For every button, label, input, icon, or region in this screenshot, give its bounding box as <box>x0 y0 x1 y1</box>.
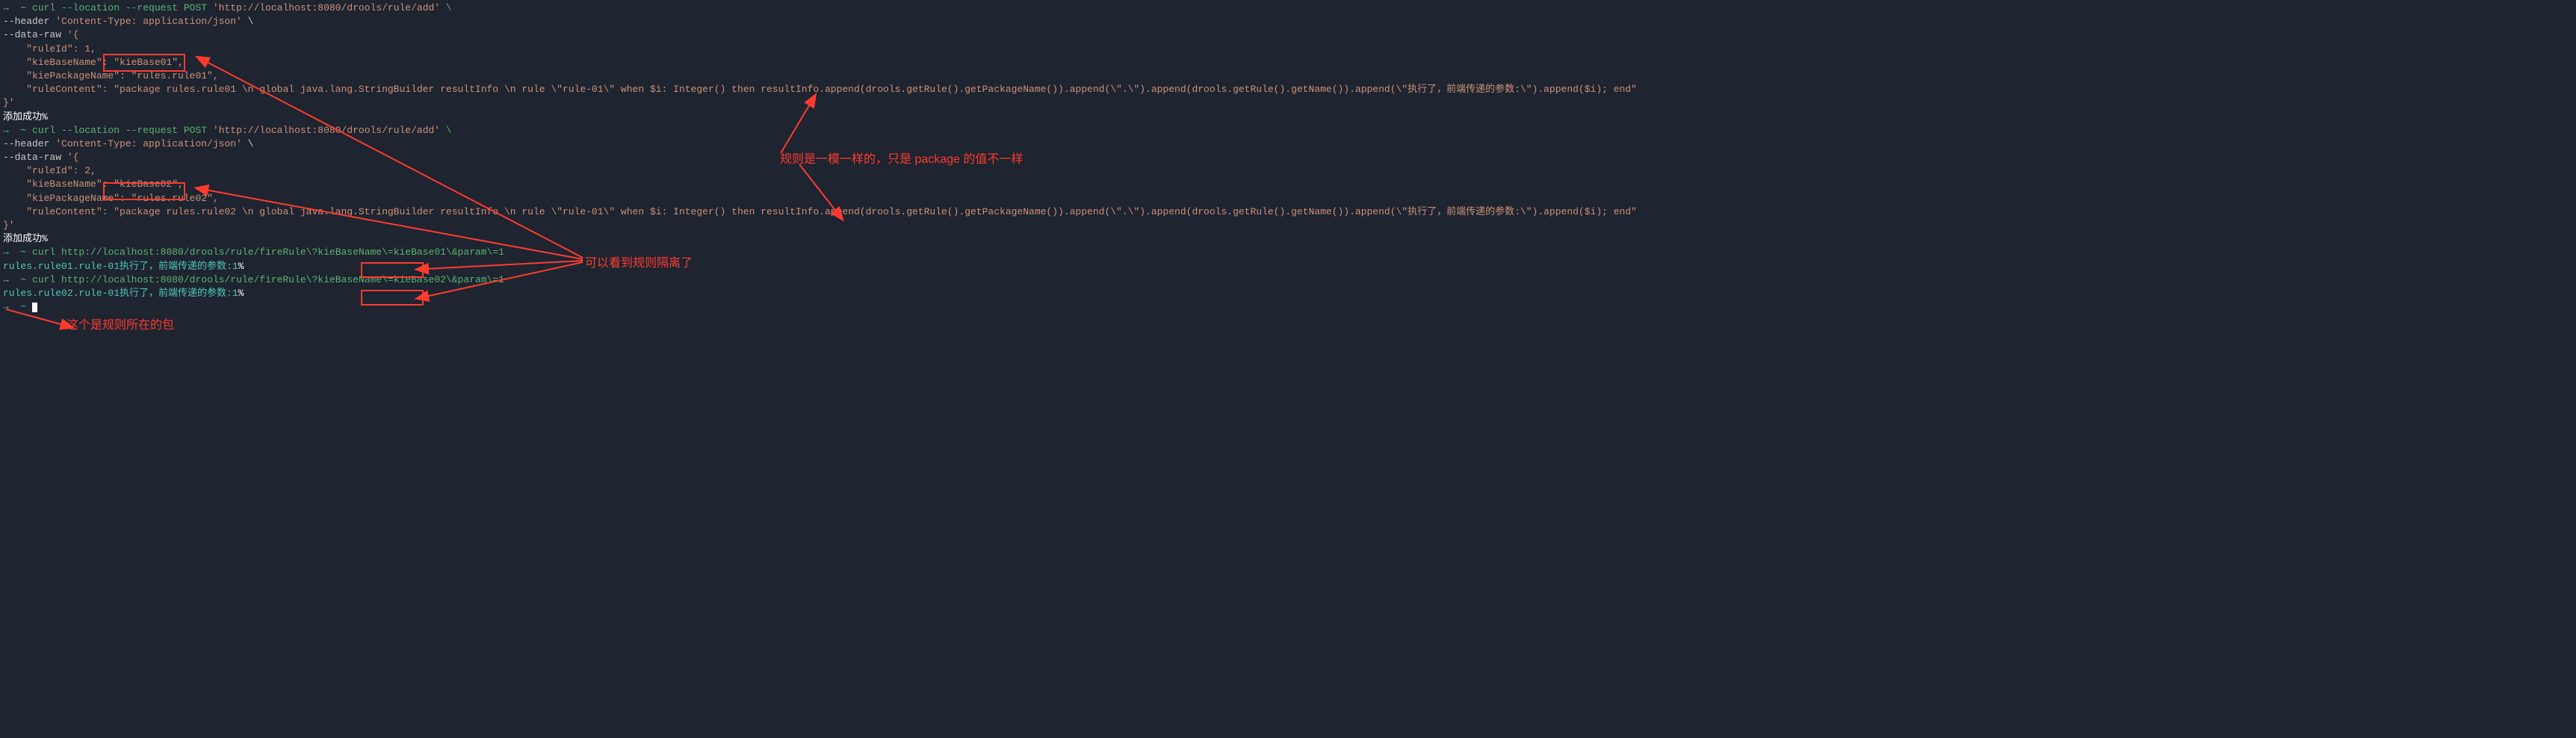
terminal-segment: "kieBaseName": "kieBase01", <box>3 57 184 68</box>
terminal-segment: ~ <box>15 2 32 13</box>
terminal-segment: % <box>238 288 244 299</box>
terminal-segment: curl --location --request POST <box>32 125 213 136</box>
terminal-segment: % <box>42 233 48 244</box>
terminal-segment: 'http://localhost:8080/drools/rule/add' <box>213 125 440 136</box>
terminal-segment: \ <box>242 138 254 149</box>
terminal-segment: "ruleId": 2, <box>3 165 96 176</box>
terminal-segment: % <box>42 111 48 123</box>
terminal-line: --data-raw '{ <box>3 151 2573 164</box>
terminal-segment: 添加成功 <box>3 233 42 244</box>
terminal-segment: --data-raw <box>3 29 67 40</box>
terminal-line: "ruleContent": "package rules.rule01 \n … <box>3 83 2573 96</box>
terminal-line: "ruleContent": "package rules.rule02 \n … <box>3 205 2573 219</box>
terminal-segment: }' <box>3 220 15 231</box>
terminal-segment: → <box>3 246 15 258</box>
terminal-segment: 'Content-Type: application/json' <box>55 16 242 27</box>
terminal-segment: curl <box>32 246 61 258</box>
terminal-line: 添加成功% <box>3 111 2573 124</box>
terminal-segment: rules.rule01.rule-01执行了，前端传递的参数:1 <box>3 261 238 272</box>
terminal-segment: --header <box>3 16 55 27</box>
terminal-line: "kiePackageName": "rules.rule01", <box>3 69 2573 83</box>
terminal-segment: 添加成功 <box>3 111 42 123</box>
terminal-line: rules.rule01.rule-01执行了，前端传递的参数:1% <box>3 260 2573 273</box>
terminal-segment: ~ <box>15 274 32 285</box>
terminal-segment: ~ <box>15 125 32 136</box>
terminal-segment: curl <box>32 274 61 285</box>
terminal-line: → ~ curl http://localhost:8080/drools/ru… <box>3 246 2573 259</box>
cursor <box>32 303 37 312</box>
terminal-segment: → <box>3 274 15 285</box>
terminal-segment: "ruleContent": "package rules.rule02 \n … <box>3 206 1637 217</box>
terminal-segment: http://localhost:8080/drools/rule/fireRu… <box>61 246 504 258</box>
terminal-line: --header 'Content-Type: application/json… <box>3 15 2573 28</box>
terminal-segment: --header <box>3 138 55 149</box>
terminal-output: → ~ curl --location --request POST 'http… <box>0 0 2576 315</box>
terminal-line: → ~ curl --location --request POST 'http… <box>3 1 2573 15</box>
terminal-segment: % <box>238 261 244 272</box>
terminal-segment: http://localhost:8080/drools/rule/fireRu… <box>61 274 504 285</box>
terminal-segment: 'Content-Type: application/json' <box>55 138 242 149</box>
terminal-line: rules.rule02.rule-01执行了，前端传递的参数:1% <box>3 287 2573 300</box>
anno-package-here: 这个是规则所在的包 <box>66 317 174 334</box>
terminal-segment: \ <box>440 125 452 136</box>
terminal-segment: → <box>3 125 15 136</box>
terminal-segment: }' <box>3 97 15 108</box>
terminal-segment: "kiePackageName": "rules.rule02", <box>3 193 219 204</box>
terminal-segment: → <box>3 2 15 13</box>
terminal-line: }' <box>3 96 2573 110</box>
terminal-line: --header 'Content-Type: application/json… <box>3 137 2573 151</box>
terminal-segment: "kieBaseName": "kieBase02", <box>3 179 184 190</box>
terminal-segment: curl --location --request POST <box>32 2 213 13</box>
terminal-segment: ~ <box>15 301 32 312</box>
terminal-line: "kiePackageName": "rules.rule02", <box>3 192 2573 205</box>
terminal-segment: "kiePackageName": "rules.rule01", <box>3 70 219 81</box>
terminal-segment: '{ <box>67 152 79 163</box>
terminal-line: }' <box>3 219 2573 232</box>
terminal-line: → ~ curl http://localhost:8080/drools/ru… <box>3 273 2573 287</box>
terminal-line: "kieBaseName": "kieBase02", <box>3 178 2573 191</box>
terminal-line: "ruleId": 1, <box>3 43 2573 56</box>
terminal-segment: "ruleContent": "package rules.rule01 \n … <box>3 84 1637 95</box>
terminal-segment: ~ <box>15 246 32 258</box>
terminal-line: → ~ <box>3 300 2573 314</box>
terminal-segment: '{ <box>67 29 79 40</box>
terminal-segment: "ruleId": 1, <box>3 43 96 55</box>
terminal-line: "kieBaseName": "kieBase01", <box>3 56 2573 69</box>
terminal-line: "ruleId": 2, <box>3 164 2573 178</box>
terminal-line: 添加成功% <box>3 232 2573 246</box>
terminal-segment: 'http://localhost:8080/drools/rule/add' <box>213 2 440 13</box>
terminal-segment: → <box>3 301 15 312</box>
terminal-segment: \ <box>242 16 254 27</box>
terminal-line: --data-raw '{ <box>3 28 2573 42</box>
terminal-segment: --data-raw <box>3 152 67 163</box>
terminal-segment: \ <box>440 2 452 13</box>
terminal-segment: rules.rule02.rule-01执行了，前端传递的参数:1 <box>3 288 238 299</box>
terminal-line: → ~ curl --location --request POST 'http… <box>3 124 2573 137</box>
